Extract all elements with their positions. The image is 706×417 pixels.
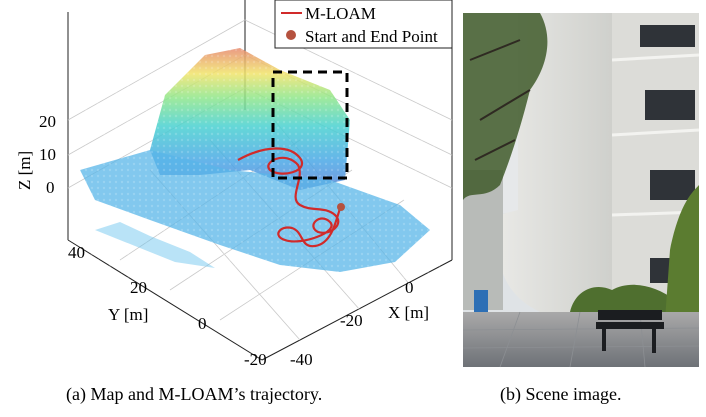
legend-box: [274, 0, 453, 49]
z-tick-10: 10: [39, 145, 56, 164]
panel-a-map-plot: M-LOAM Start and End Point 20 10 0 Z [m]…: [15, 0, 453, 369]
scene-tree-canopy: [463, 13, 548, 200]
z-tick-0: 0: [46, 178, 55, 197]
scene-blue-bin: [474, 290, 488, 312]
y-tick-40: 40: [68, 243, 85, 262]
caption-panel-b: (b) Scene image.: [500, 384, 622, 404]
y-axis: 40 20 0 -20 Y [m]: [68, 243, 267, 369]
y-axis-label: Y [m]: [108, 305, 148, 324]
point-cloud: [80, 48, 440, 278]
trajectory-line: [237, 147, 342, 248]
highlight-box: [271, 70, 349, 180]
legend-point-swatch: [286, 30, 296, 40]
scene-floor: [463, 312, 699, 367]
x-tick-neg20: -20: [340, 311, 363, 330]
scene-tree-branches: [469, 39, 531, 161]
x-tick-neg40: -40: [290, 350, 313, 369]
y-tick-neg20: -20: [244, 350, 267, 369]
legend-point-label: Start and End Point: [305, 27, 438, 46]
point-cloud-scatter-left: [95, 222, 215, 268]
z-axis: 20 10 0 Z [m]: [15, 112, 56, 197]
y-tick-20: 20: [130, 278, 147, 297]
y-tick-0: 0: [198, 314, 207, 333]
x-axis: 0 -20 -40 X [m]: [290, 278, 429, 369]
point-cloud-texture: [80, 48, 440, 278]
x-tick-0: 0: [405, 278, 414, 297]
start-end-point: [337, 203, 345, 211]
legend: M-LOAM Start and End Point: [274, 0, 453, 49]
caption-panel-a: (a) Map and M-LOAM’s trajectory.: [66, 384, 323, 404]
z-tick-20: 20: [39, 112, 56, 131]
z-axis-label: Z [m]: [15, 151, 34, 190]
scene-bench: [596, 310, 664, 353]
panel-b-scene-image: [462, 13, 700, 368]
legend-trajectory-label: M-LOAM: [305, 4, 376, 23]
scene-tree-right: [665, 185, 699, 320]
x-axis-label: X [m]: [388, 303, 429, 322]
